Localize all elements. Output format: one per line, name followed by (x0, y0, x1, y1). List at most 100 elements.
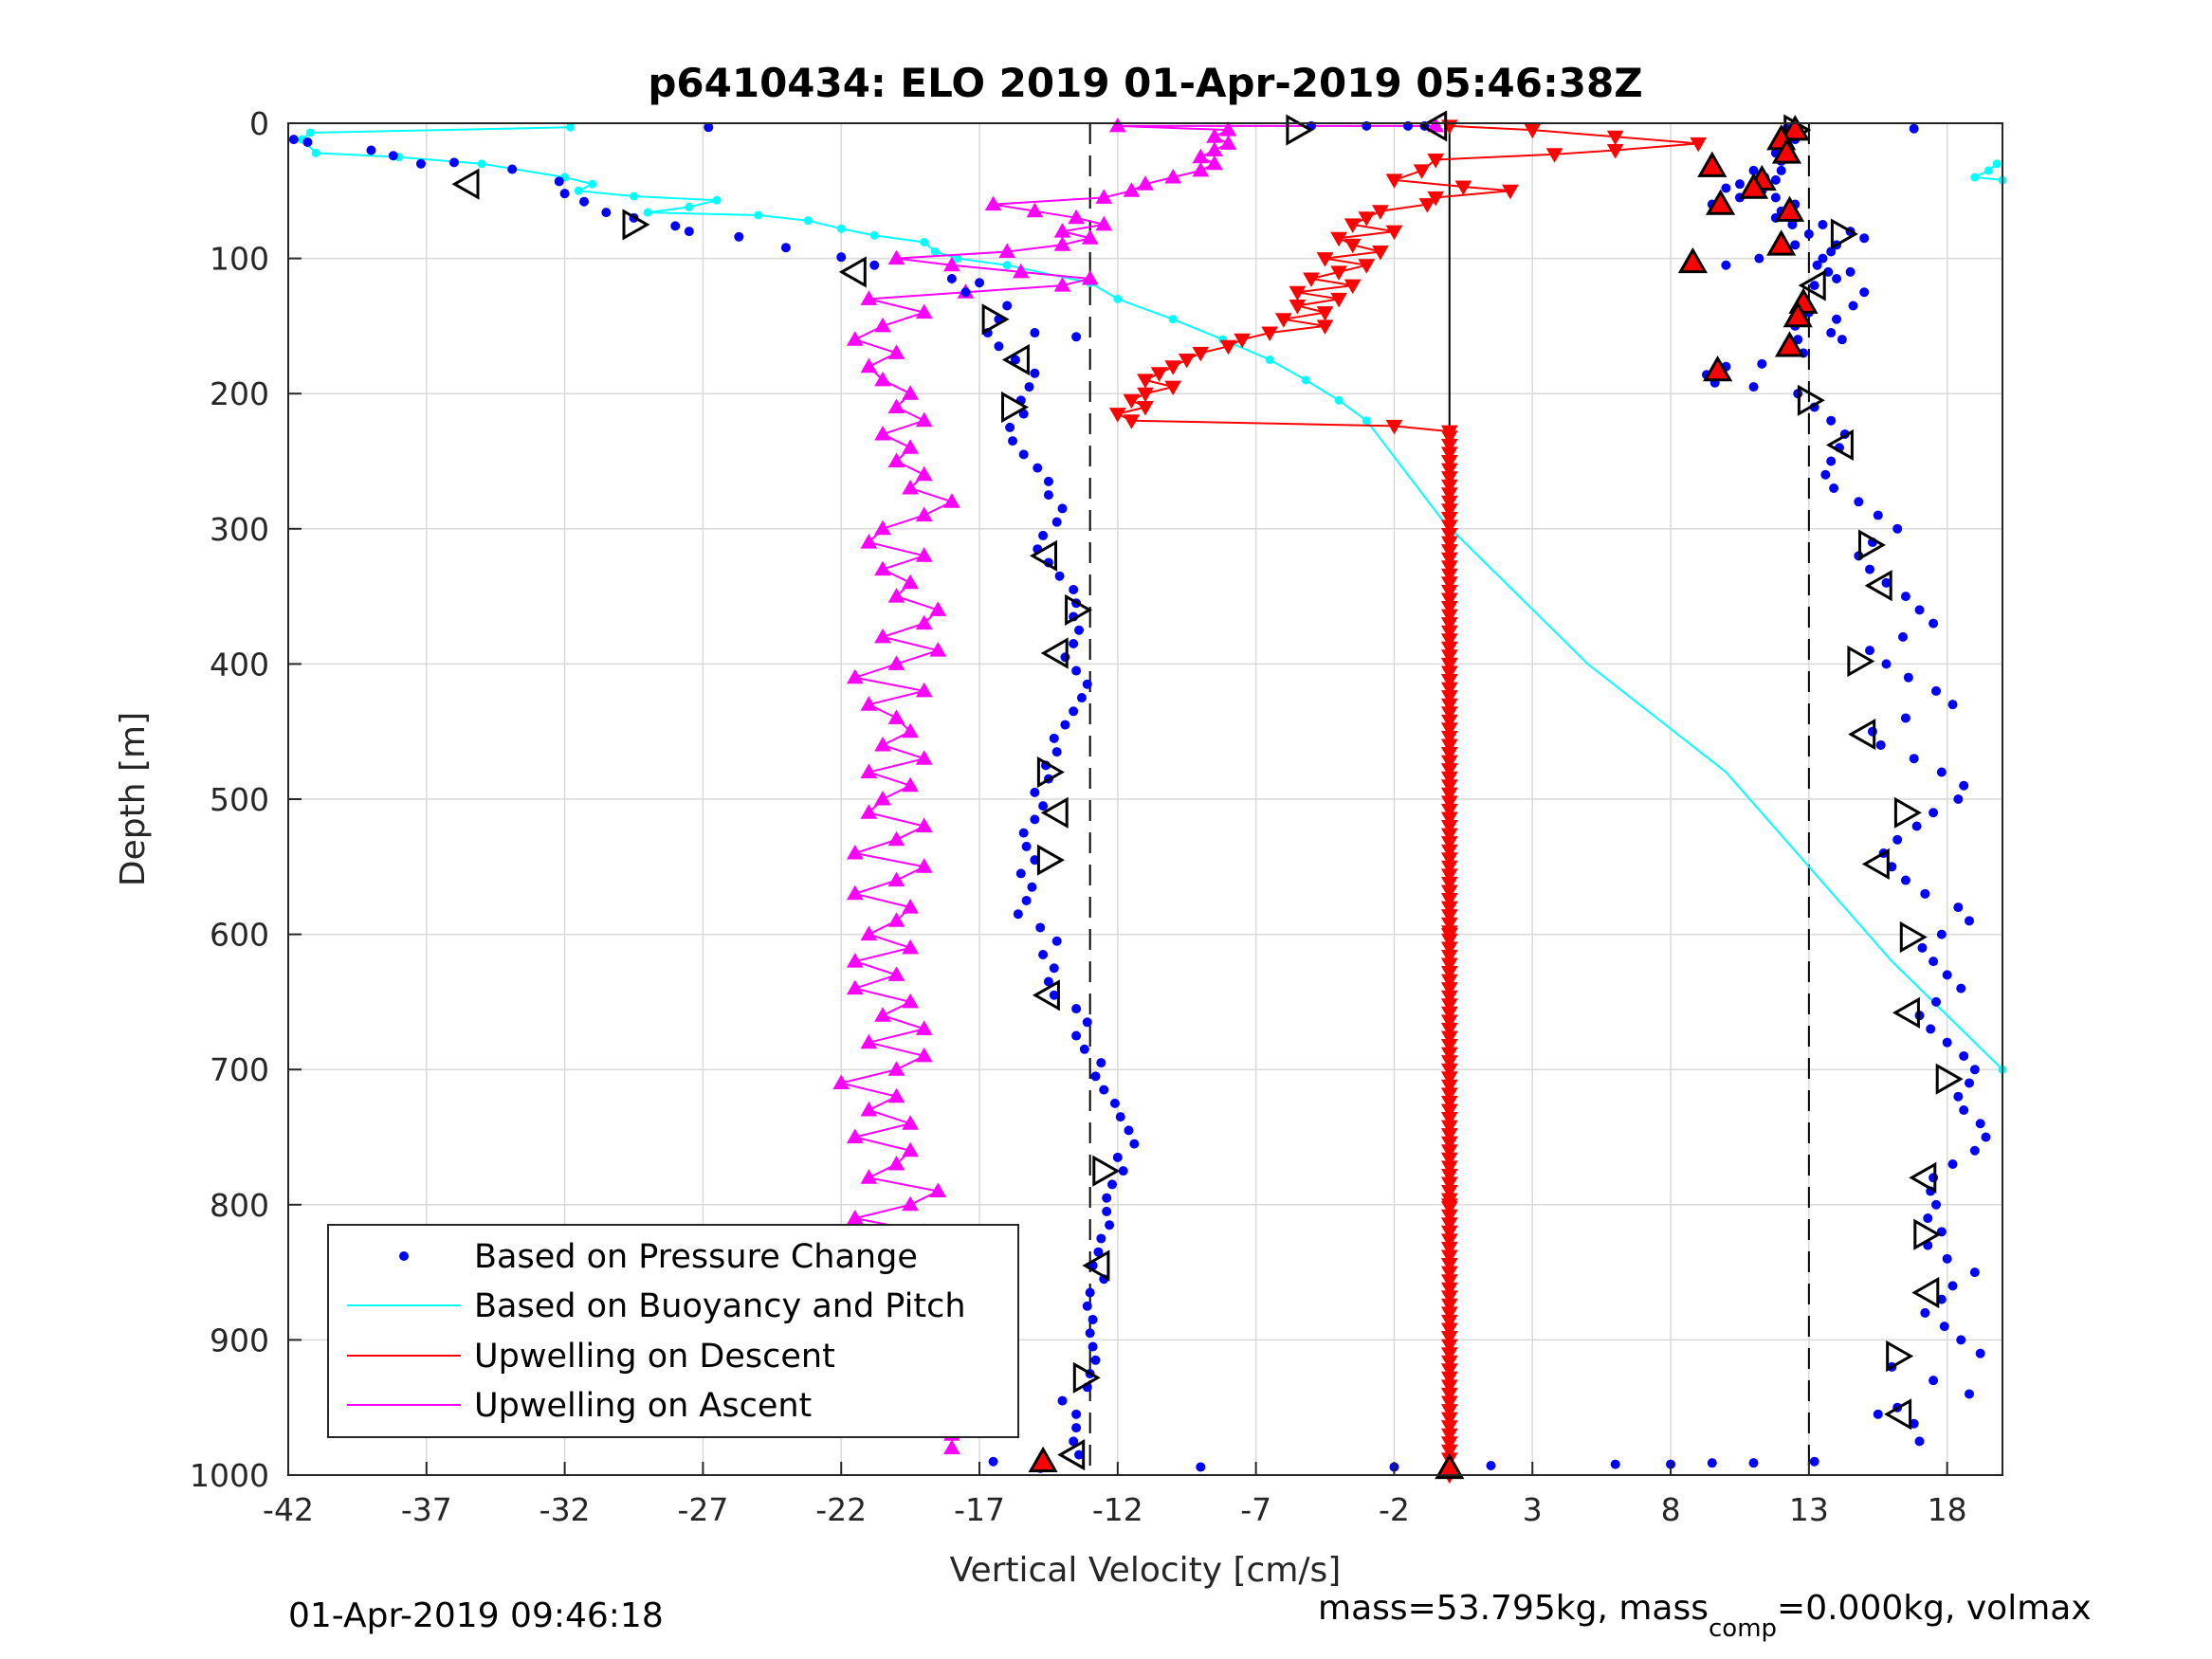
open-triangle-marker (1040, 796, 1069, 829)
ascent-marker (915, 547, 933, 562)
ascent-marker (887, 966, 905, 981)
descent-marker (1440, 1266, 1458, 1282)
pressure-point (1030, 328, 1040, 338)
descent-marker (1330, 292, 1347, 308)
descent-marker (1440, 974, 1458, 990)
pressure-point (1076, 693, 1087, 703)
x-tick-label: -7 (1240, 1491, 1271, 1528)
descent-marker (1440, 722, 1458, 738)
pressure-point (1939, 1322, 1949, 1332)
descent-marker (1440, 568, 1458, 584)
pressure-point (1920, 888, 1930, 899)
pressure-point (1832, 273, 1842, 283)
pressure-point (1959, 1104, 1969, 1115)
pressure-point (1929, 808, 1939, 818)
ascent-marker (1095, 189, 1113, 204)
descent-marker (1440, 1144, 1458, 1159)
descent-marker (1440, 430, 1458, 446)
descent-marker (1372, 205, 1389, 220)
pressure-point (1082, 1017, 1092, 1028)
pressure-point (1981, 1132, 1991, 1142)
y-tick-label: 700 (210, 1051, 269, 1088)
pressure-point (1790, 240, 1801, 250)
buoyancy-point (754, 210, 763, 220)
pressure-point (1748, 382, 1759, 392)
pressure-point (1947, 1281, 1958, 1291)
descent-marker (1440, 738, 1458, 755)
descent-marker (1164, 360, 1182, 375)
ascent-marker (943, 493, 960, 508)
filled-triangle-marker (1028, 1446, 1058, 1472)
ascent-marker (929, 601, 947, 616)
pressure-point (1818, 219, 1828, 229)
descent-marker (1274, 313, 1292, 328)
pressure-point (1818, 253, 1828, 264)
filled-triangle-marker (1738, 173, 1769, 199)
descent-marker (1440, 844, 1458, 860)
pressure-point (1082, 679, 1092, 689)
descent-marker (1440, 487, 1458, 502)
ascent-marker (846, 884, 864, 901)
ascent-marker (860, 804, 878, 819)
descent-marker (1440, 763, 1458, 778)
buoyancy-line (301, 126, 2003, 1070)
open-triangle-marker (1032, 979, 1060, 1012)
descent-marker (1440, 836, 1458, 851)
descent-marker (1440, 949, 1458, 965)
descent-marker (1440, 455, 1458, 470)
pressure-point (1770, 192, 1781, 203)
pressure-point (1929, 1173, 1939, 1183)
pressure-point (1018, 409, 1029, 419)
descent-marker (1440, 803, 1458, 819)
buoyancy-point (1265, 356, 1274, 365)
buoyancy-point (1992, 159, 2002, 169)
descent-marker (1502, 184, 1519, 200)
ascent-marker (1206, 128, 1223, 143)
descent-marker (1440, 795, 1458, 811)
pressure-point (1030, 368, 1040, 378)
ascent-marker (915, 1020, 933, 1035)
descent-marker (1690, 137, 1708, 153)
ascent-marker (1053, 277, 1071, 292)
open-triangle-marker (1899, 921, 1928, 954)
descent-marker (1344, 238, 1362, 254)
descent-marker (1440, 1055, 1458, 1070)
descent-marker (1440, 941, 1458, 957)
footer-mass-info: mass=53.795kg, masscomp=0.000kg, volmax (1318, 1589, 2092, 1643)
descent-marker (1440, 1030, 1458, 1047)
pressure-point (1900, 592, 1910, 602)
y-tick-label: 900 (210, 1322, 269, 1358)
descent-marker (1440, 1428, 1458, 1444)
buoyancy-point (953, 254, 962, 264)
descent-marker (1108, 408, 1126, 423)
buoyancy-point (930, 246, 940, 256)
grid (287, 122, 2002, 1476)
pressure-point (1030, 855, 1040, 866)
ascent-marker (998, 243, 1016, 258)
filled-triangle-marker (1677, 246, 1708, 274)
pressure-point (1008, 436, 1018, 447)
ascent-marker (874, 736, 891, 752)
descent-marker (1440, 690, 1458, 705)
legend: Based on Pressure Change Based on Buoyanc… (327, 1224, 1019, 1438)
pressure-point (1093, 1247, 1104, 1257)
open-triangle-marker (1830, 218, 1858, 250)
ascent-marker (1053, 236, 1071, 251)
descent-marker (1440, 447, 1458, 462)
pressure-point (1074, 1449, 1085, 1460)
descent-marker (1358, 259, 1376, 274)
pressure-point (1079, 1044, 1089, 1054)
pressure-point (1959, 1050, 1969, 1061)
ascent-marker (874, 1007, 891, 1022)
descent-marker (1178, 354, 1196, 369)
buoyancy-point (477, 159, 486, 169)
descent-marker (1344, 279, 1362, 295)
descent-marker (1440, 1371, 1458, 1387)
pressure-point (1721, 260, 1731, 270)
pressure-point (1754, 253, 1764, 264)
ascent-marker (874, 628, 891, 644)
descent-marker (1440, 576, 1458, 592)
ascent-marker (902, 1195, 919, 1212)
descent-marker (1440, 1404, 1458, 1419)
descent-marker (1440, 1047, 1458, 1063)
